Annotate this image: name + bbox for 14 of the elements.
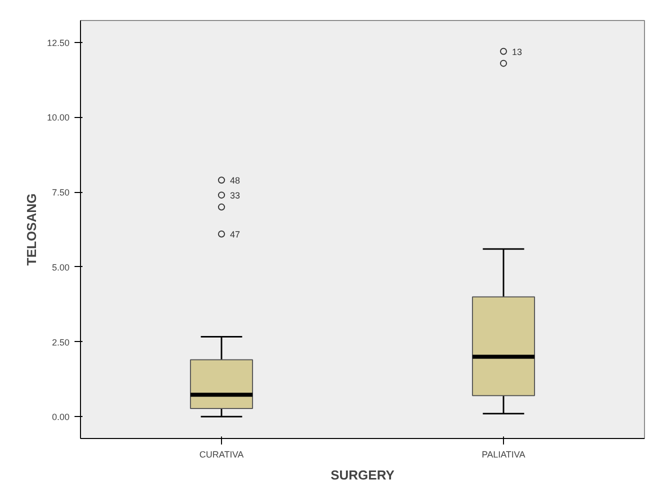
y-tick-label: 10.00 (46, 112, 70, 123)
x-axis-title: SURGERY (330, 468, 395, 482)
annotation: 47 (230, 229, 240, 240)
y-tick-label: 12.50 (46, 38, 70, 48)
annotation: 48 (230, 176, 240, 186)
x-tick-label: PALIATIVA (482, 450, 526, 460)
y-tick-label: 0.00 (52, 412, 70, 422)
x-tick-label: CURATIVA (199, 450, 244, 460)
annotation: 13 (512, 46, 522, 57)
y-tick-label: 2.50 (52, 337, 70, 348)
y-tick-label: 5.00 (52, 262, 70, 272)
annotation: 33 (230, 190, 240, 201)
y-axis-title: TELOSANG (24, 193, 39, 266)
y-tick-label: 7.50 (52, 188, 70, 198)
